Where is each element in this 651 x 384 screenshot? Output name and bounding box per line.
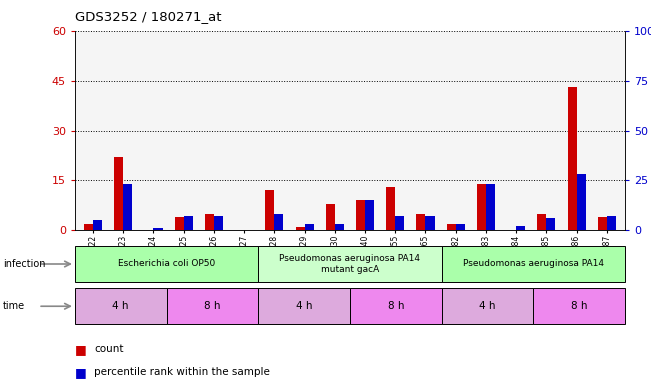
Bar (296, 227, 305, 230)
Bar (456, 224, 465, 230)
Bar (350, 288, 441, 324)
Bar (441, 246, 625, 282)
Bar (154, 228, 163, 230)
Bar (258, 288, 350, 324)
Bar (537, 214, 546, 230)
Bar (326, 204, 335, 230)
Text: GDS3252 / 180271_at: GDS3252 / 180271_at (75, 10, 221, 23)
Bar (417, 214, 426, 230)
Bar (167, 288, 258, 324)
Text: count: count (94, 344, 124, 354)
Bar (533, 288, 625, 324)
Text: 4 h: 4 h (479, 301, 495, 311)
Bar (365, 200, 374, 230)
Bar (184, 217, 193, 230)
Bar (607, 217, 616, 230)
Bar (516, 227, 525, 230)
Bar (477, 184, 486, 230)
Bar (274, 214, 283, 230)
Bar (205, 214, 214, 230)
Bar (577, 174, 586, 230)
Text: time: time (3, 301, 25, 311)
Bar (305, 224, 314, 230)
Bar (598, 217, 607, 230)
Bar (75, 246, 258, 282)
Text: 8 h: 8 h (387, 301, 404, 311)
Text: 4 h: 4 h (296, 301, 312, 311)
Text: infection: infection (3, 259, 46, 269)
Bar (486, 184, 495, 230)
Bar (258, 246, 441, 282)
Text: 8 h: 8 h (571, 301, 587, 311)
Text: 8 h: 8 h (204, 301, 221, 311)
Text: Pseudomonas aeruginosa PA14
mutant gacA: Pseudomonas aeruginosa PA14 mutant gacA (279, 254, 421, 274)
Bar (568, 87, 577, 230)
Text: Escherichia coli OP50: Escherichia coli OP50 (118, 260, 215, 268)
Bar (386, 187, 395, 230)
Text: 4 h: 4 h (113, 301, 129, 311)
Bar (335, 224, 344, 230)
Text: Pseudomonas aeruginosa PA14: Pseudomonas aeruginosa PA14 (463, 260, 603, 268)
Text: ■: ■ (75, 366, 87, 379)
Bar (174, 217, 184, 230)
Bar (356, 200, 365, 230)
Bar (426, 217, 434, 230)
Bar (84, 224, 93, 230)
Bar (265, 190, 274, 230)
Text: ■: ■ (75, 343, 87, 356)
Bar (395, 217, 404, 230)
Bar (114, 157, 123, 230)
Bar (447, 224, 456, 230)
Bar (441, 288, 533, 324)
Text: percentile rank within the sample: percentile rank within the sample (94, 367, 270, 377)
Bar (214, 217, 223, 230)
Bar (123, 184, 132, 230)
Bar (93, 220, 102, 230)
Bar (75, 288, 167, 324)
Bar (546, 218, 555, 230)
